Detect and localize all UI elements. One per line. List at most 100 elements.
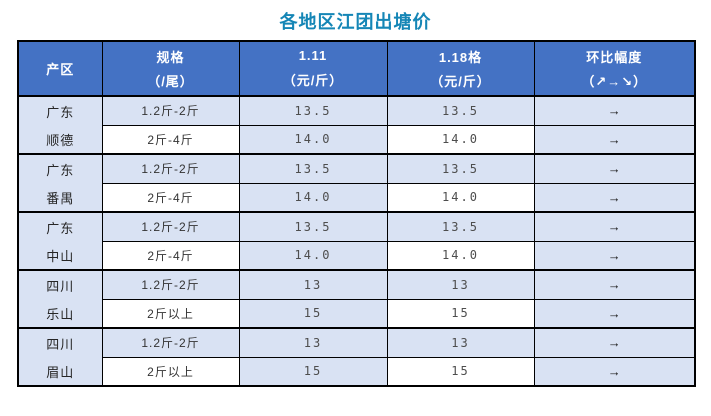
- price-0118-cell: 15: [386, 356, 535, 387]
- spec-cell: 1.2斤-2斤: [101, 269, 240, 300]
- right-arrow: →: [607, 219, 621, 235]
- region-cell: 广东 中山: [17, 211, 103, 271]
- right-arrow: →: [607, 277, 621, 293]
- price-0111-cell: 13: [238, 269, 388, 300]
- region-line2: 番禺: [46, 190, 75, 206]
- price-0111-cell: 14.0: [238, 182, 388, 213]
- price-value: 14.0: [294, 190, 332, 205]
- price-0118-cell: 14.0: [386, 182, 535, 213]
- trend-cell: →: [533, 124, 696, 155]
- price-0118-cell: 13: [386, 327, 535, 358]
- region-line1: 四川: [46, 278, 75, 294]
- right-arrow: →: [607, 305, 621, 321]
- right-arrow: →: [607, 189, 621, 205]
- header-spec-line2: （/尾）: [147, 74, 194, 89]
- spec-value: 1.2斤-2斤: [141, 162, 200, 177]
- price-value: 13.5: [294, 219, 332, 234]
- price-value: 14.0: [442, 190, 479, 205]
- spec-value: 2斤以上: [147, 306, 194, 321]
- header-col-spec: 规格 （/尾）: [101, 40, 240, 97]
- region-cell: 四川 眉山: [17, 327, 103, 387]
- spec-cell: 2斤-4斤: [101, 182, 240, 213]
- trend-cell: →: [533, 269, 696, 300]
- spec-value: 1.2斤-2斤: [141, 104, 200, 119]
- table-row: 2斤-4斤 14.0 14.0 →: [18, 240, 696, 271]
- price-value: 15: [303, 306, 323, 321]
- trend-cell: →: [533, 298, 696, 329]
- trend-cell: →: [533, 182, 696, 213]
- right-arrow: →: [607, 161, 621, 177]
- trend-cell: →: [533, 211, 696, 242]
- right-arrow: →: [607, 103, 621, 119]
- price-value: 13.5: [442, 103, 479, 118]
- price-0118-cell: 13.5: [386, 211, 535, 242]
- price-0118-cell: 14.0: [386, 124, 535, 155]
- trend-cell: →: [533, 327, 696, 358]
- header-0118-line2: （元/斤）: [430, 74, 491, 89]
- header-col-trend: 环比幅度 （↗→↘）: [533, 40, 696, 97]
- spec-value: 1.2斤-2斤: [141, 336, 200, 351]
- price-value: 13.5: [294, 161, 332, 176]
- spec-cell: 2斤-4斤: [101, 124, 240, 155]
- region-line1: 广东: [46, 104, 75, 120]
- price-0111-cell: 15: [238, 356, 388, 387]
- price-0118-cell: 13.5: [386, 95, 535, 126]
- header-0118-line1: 1.18格: [438, 50, 483, 65]
- trend-cell: →: [533, 153, 696, 184]
- price-value: 14.0: [442, 132, 479, 147]
- header-col-price-0111: 1.11 （元/斤）: [238, 40, 388, 97]
- spec-value: 2斤以上: [147, 364, 194, 379]
- region-cell: 广东 顺德: [17, 95, 103, 155]
- page-title: 各地区江团出塘价: [279, 12, 432, 32]
- region-line1: 四川: [46, 336, 75, 352]
- region-line1: 广东: [46, 162, 75, 178]
- right-arrow: →: [607, 335, 621, 351]
- table-row: 2斤以上 15 15 →: [18, 298, 696, 329]
- region-cell: 广东 番禺: [17, 153, 103, 213]
- header-0111-line1: 1.11: [298, 48, 328, 64]
- right-arrow: →: [607, 131, 621, 147]
- spec-value: 2斤-4斤: [147, 248, 194, 263]
- price-value: 14.0: [294, 132, 332, 147]
- region-line2: 乐山: [46, 306, 75, 322]
- price-value: 13.5: [442, 161, 479, 176]
- table-row: 广东 番禺 1.2斤-2斤 13.5 13.5 →: [17, 153, 696, 213]
- header-col-region: 产区: [17, 40, 103, 97]
- region-cell: 四川 乐山: [17, 269, 103, 329]
- price-value: 15: [303, 364, 323, 379]
- spec-cell: 2斤-4斤: [101, 240, 240, 271]
- header-spec-line1: 规格: [156, 50, 185, 65]
- header-col-price-0118: 1.18格 （元/斤）: [386, 40, 535, 97]
- price-0111-cell: 13.5: [238, 211, 388, 242]
- spec-cell: 2斤以上: [101, 298, 240, 329]
- right-arrow: →: [607, 247, 621, 263]
- price-0111-cell: 13.5: [238, 95, 388, 126]
- trend-cell: →: [533, 240, 696, 271]
- header-trend-arrows: （↗→↘）: [581, 74, 648, 89]
- price-0111-cell: 14.0: [238, 124, 388, 155]
- header-region-label: 产区: [46, 62, 75, 77]
- table-row: 广东 中山 1.2斤-2斤 13.5 13.5 →: [17, 211, 696, 271]
- price-0118-cell: 14.0: [386, 240, 535, 271]
- spec-cell: 2斤以上: [101, 356, 240, 387]
- right-arrow: →: [607, 363, 621, 379]
- header-row: 产区 规格 （/尾） 1.11 （元/斤） 1.18格: [17, 40, 696, 97]
- spec-value: 1.2斤-2斤: [141, 220, 200, 235]
- spec-cell: 1.2斤-2斤: [101, 211, 240, 242]
- price-table: 产区 规格 （/尾） 1.11 （元/斤） 1.18格: [17, 40, 696, 387]
- price-value: 15: [451, 364, 470, 379]
- region-line2: 顺德: [46, 132, 75, 148]
- table-row: 广东 顺德 1.2斤-2斤 13.5 13.5 →: [17, 95, 696, 155]
- price-value: 13.5: [442, 219, 479, 234]
- price-0111-cell: 14.0: [238, 240, 388, 271]
- price-0111-cell: 13: [238, 327, 388, 358]
- spec-value: 2斤-4斤: [147, 190, 194, 205]
- price-0118-cell: 13: [386, 269, 535, 300]
- price-0111-cell: 13.5: [238, 153, 388, 184]
- price-0118-cell: 15: [386, 298, 535, 329]
- price-value: 13: [303, 335, 323, 350]
- price-value: 14.0: [294, 248, 332, 263]
- price-value: 13.5: [294, 103, 332, 118]
- table-row: 四川 眉山 1.2斤-2斤 13 13 →: [17, 327, 696, 387]
